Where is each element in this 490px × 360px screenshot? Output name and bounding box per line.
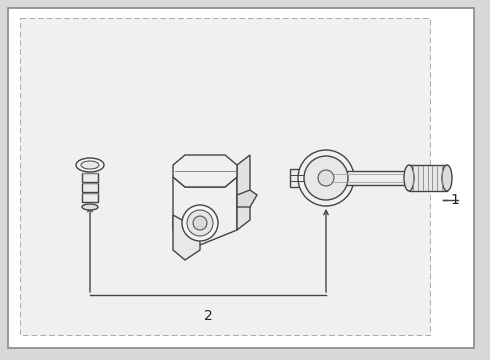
- Ellipse shape: [442, 165, 452, 191]
- Text: 1: 1: [450, 193, 459, 207]
- Circle shape: [193, 216, 207, 230]
- Bar: [82, 193, 98, 202]
- Circle shape: [318, 170, 334, 186]
- Text: 2: 2: [204, 309, 212, 323]
- Circle shape: [182, 205, 218, 241]
- Polygon shape: [173, 215, 200, 260]
- Ellipse shape: [81, 161, 99, 169]
- Circle shape: [187, 210, 213, 236]
- Bar: [20, 18, 430, 335]
- Circle shape: [304, 156, 348, 200]
- Ellipse shape: [404, 165, 414, 191]
- Bar: [82, 173, 98, 182]
- Circle shape: [298, 150, 354, 206]
- Polygon shape: [173, 155, 237, 187]
- Polygon shape: [173, 177, 237, 245]
- Bar: [290, 169, 304, 187]
- Ellipse shape: [82, 204, 98, 210]
- Ellipse shape: [76, 158, 104, 172]
- Bar: [82, 183, 98, 192]
- Bar: [409, 165, 447, 191]
- Polygon shape: [237, 190, 257, 207]
- Bar: [334, 171, 409, 185]
- Polygon shape: [237, 155, 250, 230]
